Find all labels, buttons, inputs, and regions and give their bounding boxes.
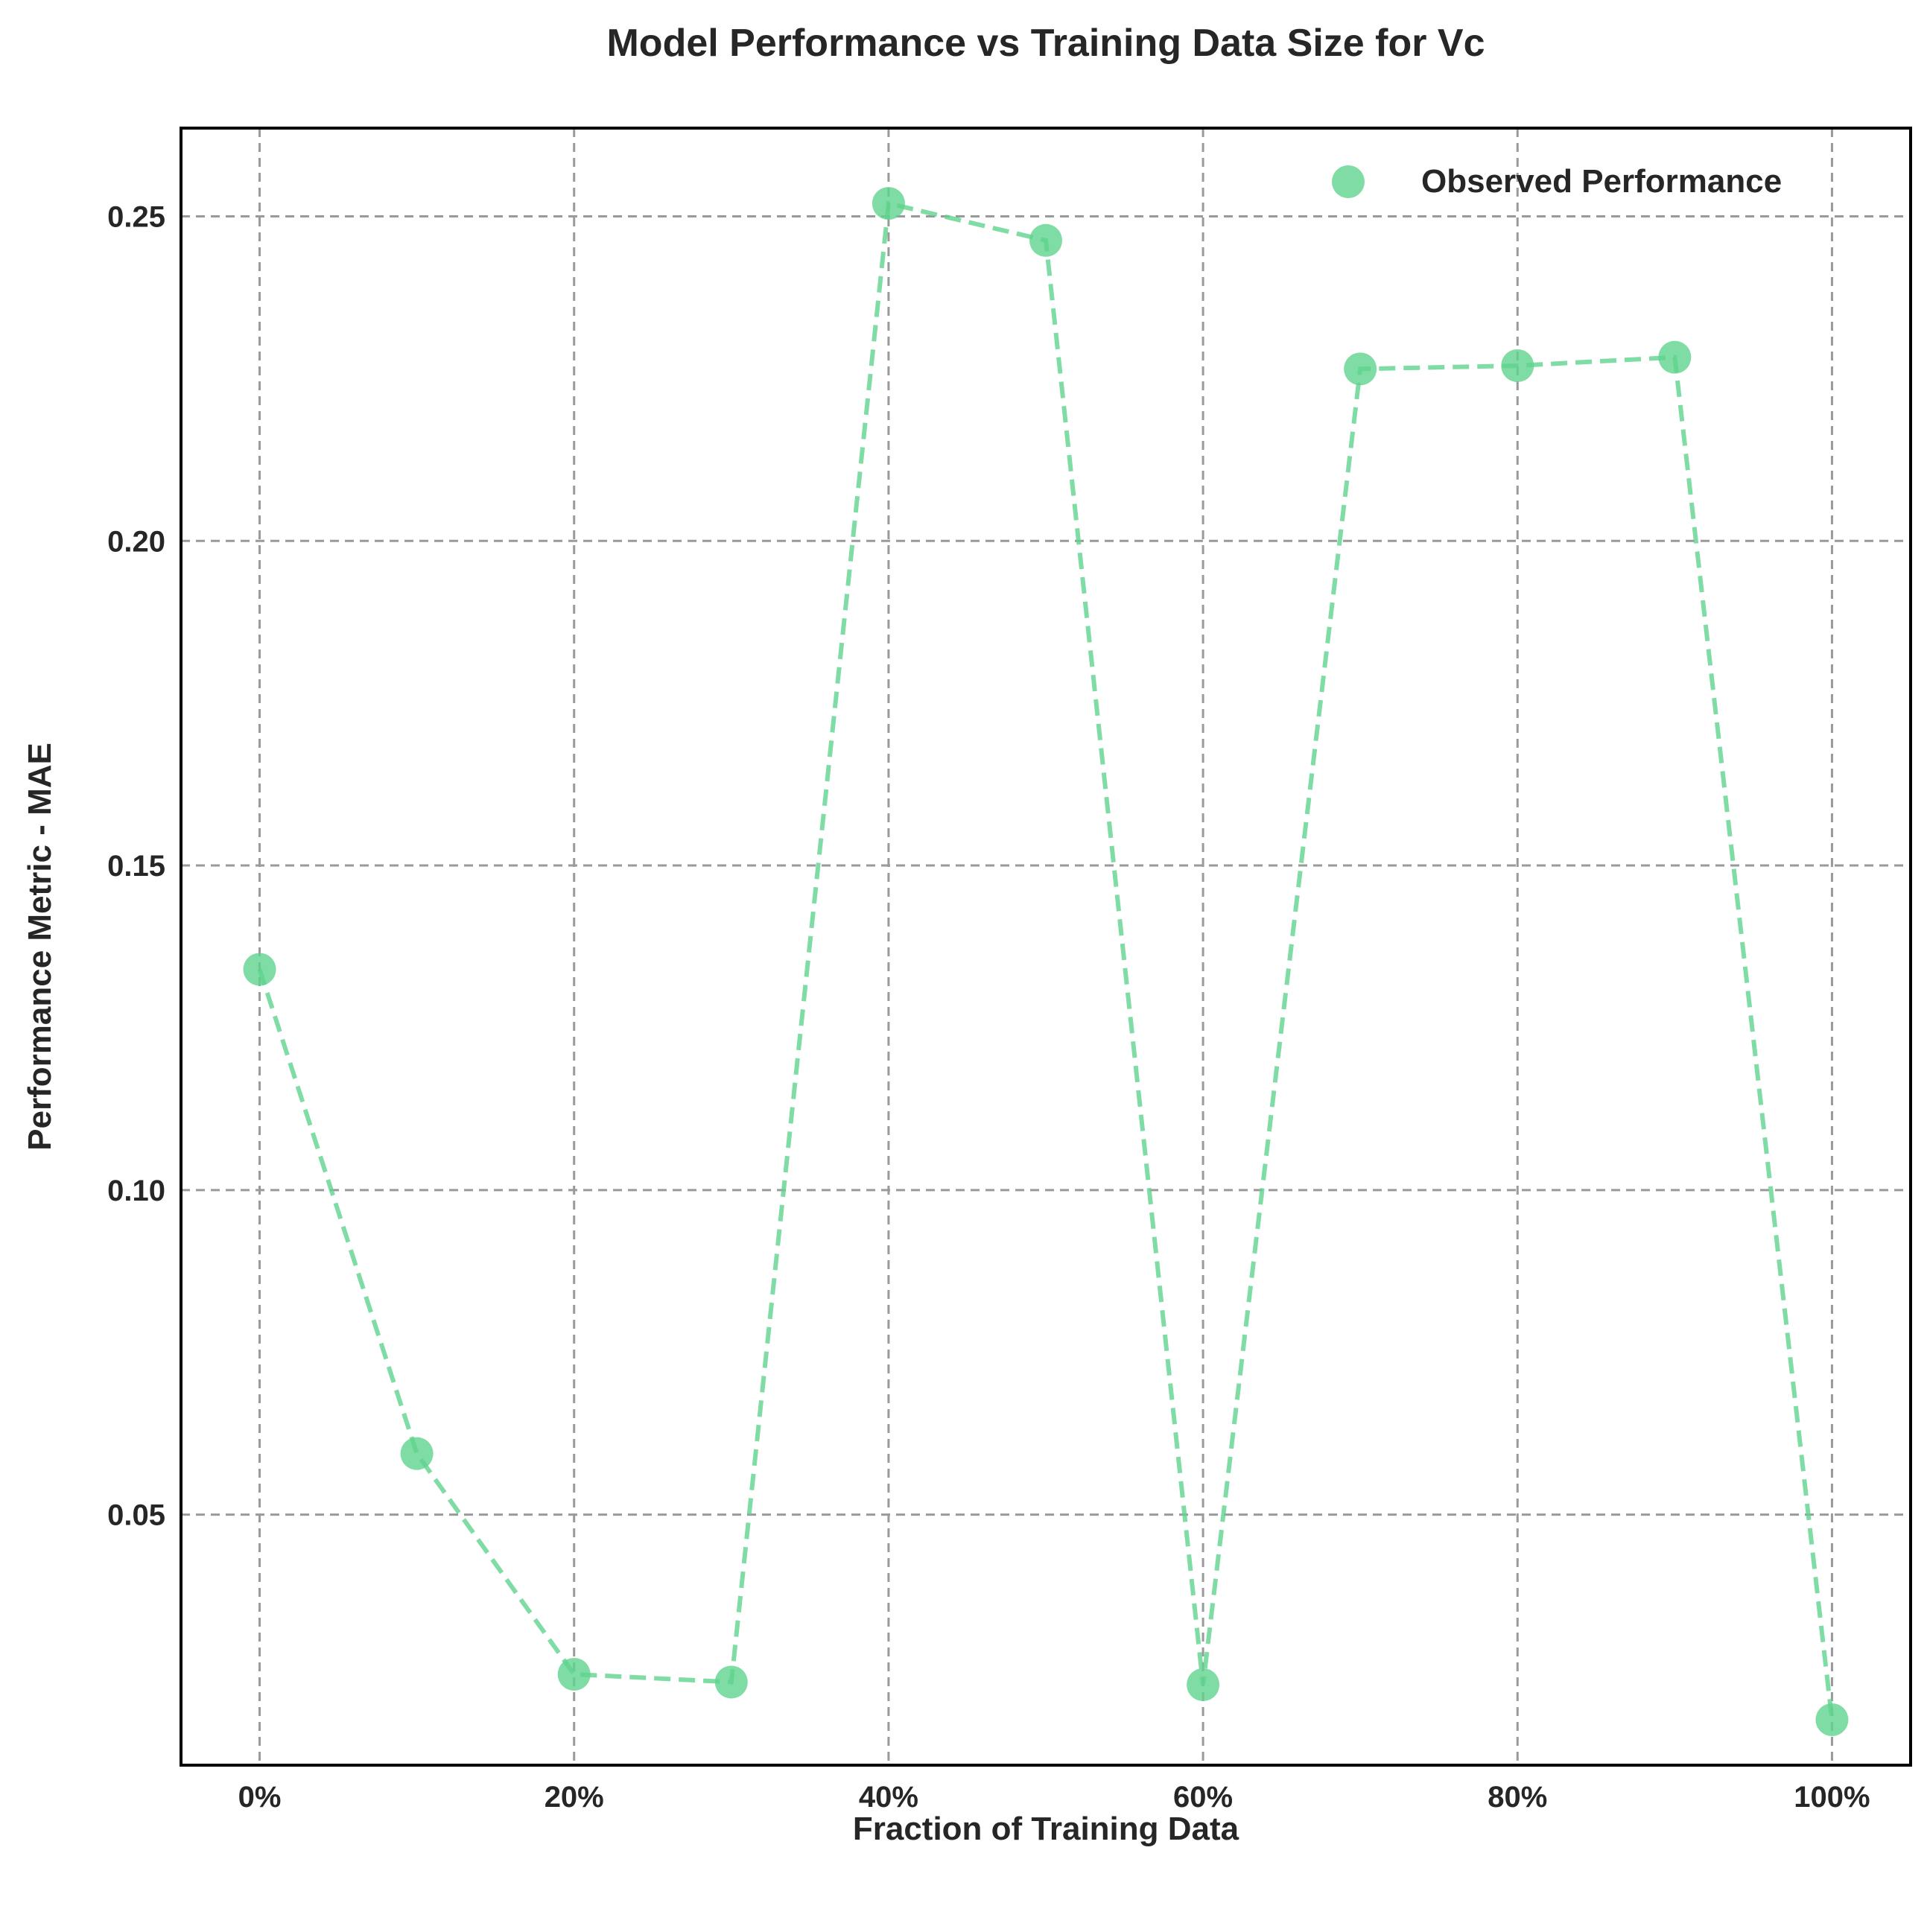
x-axis-ticks: 0% 20% 40% 60% 80% 100% [238,1781,1870,1814]
x-axis-label: Fraction of Training Data [853,1811,1239,1847]
y-tick-label: 0.05 [107,1499,165,1532]
series-layer [243,187,1849,1736]
data-point [243,953,276,986]
plot-area-frame [180,127,1912,1767]
data-point [872,187,905,220]
data-point [1344,352,1377,386]
data-point [1501,349,1534,382]
grid-lines [181,128,1911,1765]
y-tick-label: 0.10 [107,1175,165,1207]
chart-title: Model Performance vs Training Data Size … [606,22,1485,65]
y-axis-ticks: 0.05 0.10 0.15 0.20 0.25 [107,201,165,1532]
y-tick-label: 0.25 [107,201,165,234]
x-tick-label: 20% [545,1781,604,1814]
y-axis-label: Performance Metric - MAE [22,743,58,1151]
y-tick-label: 0.15 [107,850,165,883]
data-point [1187,1668,1220,1701]
y-tick-label: 0.20 [107,525,165,558]
data-point [557,1657,591,1691]
legend-marker [1332,165,1365,198]
data-point [1658,340,1692,374]
x-tick-label: 40% [859,1781,918,1814]
x-tick-label: 100% [1794,1781,1870,1814]
x-tick-label: 80% [1488,1781,1547,1814]
x-tick-label: 60% [1173,1781,1233,1814]
data-point [1029,223,1062,257]
data-point [1815,1703,1849,1736]
legend-label: Observed Performance [1421,163,1782,200]
legend: Observed Performance [1332,163,1782,200]
data-point [714,1665,748,1699]
x-tick-label: 0% [238,1781,282,1814]
data-point [400,1437,434,1470]
